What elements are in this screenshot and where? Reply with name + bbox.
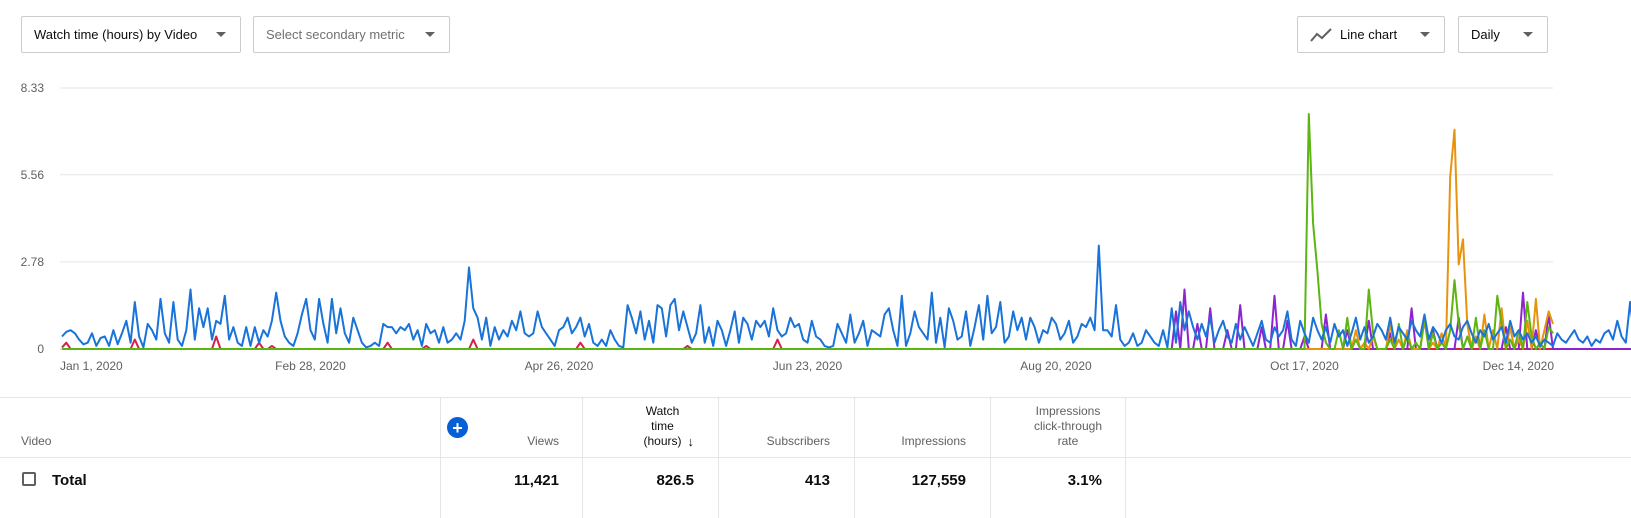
watch-time-header-line: time bbox=[651, 419, 674, 433]
column-header-video: Video bbox=[21, 434, 52, 448]
secondary-metric-placeholder: Select secondary metric bbox=[266, 27, 405, 42]
column-header-impressions[interactable]: Impressions bbox=[901, 434, 966, 448]
x-tick-label: Apr 26, 2020 bbox=[525, 359, 594, 373]
y-tick-label: 5.56 bbox=[21, 168, 45, 182]
series-line[interactable] bbox=[62, 128, 1554, 350]
secondary-metric-dropdown[interactable]: Select secondary metric bbox=[253, 16, 450, 53]
primary-metric-label: Watch time (hours) by Video bbox=[34, 27, 198, 42]
column-header-ctr[interactable]: Impressions click-through rate bbox=[990, 397, 1102, 457]
chart-type-label: Line chart bbox=[1340, 27, 1398, 42]
chart-type-dropdown[interactable]: Line chart bbox=[1297, 16, 1445, 53]
y-tick-label: 0 bbox=[37, 342, 44, 356]
total-views: 11,421 bbox=[513, 471, 559, 489]
granularity-dropdown[interactable]: Daily bbox=[1458, 16, 1548, 53]
y-tick-label: 2.78 bbox=[21, 255, 45, 269]
x-tick-label: Oct 17, 2020 bbox=[1270, 359, 1339, 373]
total-row-checkbox[interactable] bbox=[22, 472, 36, 486]
line-chart-icon bbox=[1310, 27, 1332, 42]
watch-time-header-line: (hours) bbox=[643, 434, 682, 448]
chevron-down-icon bbox=[216, 32, 226, 37]
x-tick-label: Feb 28, 2020 bbox=[275, 359, 346, 373]
primary-metric-dropdown[interactable]: Watch time (hours) by Video bbox=[21, 16, 241, 53]
column-header-subscribers[interactable]: Subscribers bbox=[766, 434, 830, 448]
series-line[interactable] bbox=[62, 113, 1554, 350]
total-ctr: 3.1% bbox=[1067, 471, 1102, 489]
watch-time-line-chart: 0 2.78 5.56 8.33 Jan 1, 2020 Feb 28, 2020 Apr… bbox=[21, 81, 1631, 373]
total-row-label: Total bbox=[52, 471, 87, 489]
ctr-header-line: click-through bbox=[1033, 419, 1102, 433]
series-line[interactable] bbox=[61, 244, 1631, 349]
ctr-header-line: Impressions bbox=[1035, 404, 1101, 418]
watch-time-header-line: Watch bbox=[645, 404, 680, 418]
video-metrics-table: Video + Views Watch time (hours) ↓ Subsc… bbox=[0, 397, 1631, 518]
add-circle-icon[interactable]: + bbox=[447, 417, 468, 438]
column-header-views[interactable]: Views bbox=[527, 434, 559, 448]
x-tick-label: Jan 1, 2020 bbox=[60, 359, 123, 373]
column-header-watch-time[interactable]: Watch time (hours) ↓ bbox=[582, 397, 694, 457]
ctr-header-line: rate bbox=[1057, 434, 1079, 448]
y-tick-label: 8.33 bbox=[21, 81, 45, 95]
x-tick-label: Aug 20, 2020 bbox=[1020, 359, 1092, 373]
chevron-down-icon bbox=[1420, 32, 1430, 37]
granularity-label: Daily bbox=[1471, 27, 1500, 42]
x-tick-label: Dec 14, 2020 bbox=[1483, 359, 1555, 373]
chevron-down-icon bbox=[1523, 32, 1533, 37]
arrow-down-icon: ↓ bbox=[687, 434, 695, 449]
total-impressions: 127,559 bbox=[911, 471, 966, 489]
total-watch-time: 826.5 bbox=[656, 471, 694, 489]
total-subscribers: 413 bbox=[804, 471, 830, 489]
chevron-down-icon bbox=[425, 32, 435, 37]
x-tick-label: Jun 23, 2020 bbox=[773, 359, 843, 373]
